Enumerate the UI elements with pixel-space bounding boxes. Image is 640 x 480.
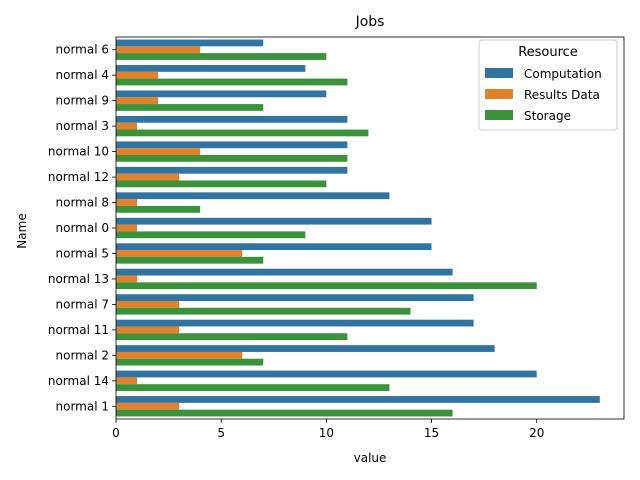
bar-storage-normal-6 bbox=[116, 53, 327, 60]
y-tick-label: normal 7 bbox=[56, 297, 110, 311]
bars-group bbox=[116, 39, 600, 417]
bar-storage-normal-0 bbox=[116, 231, 306, 239]
x-tick-label: 0 bbox=[112, 426, 120, 440]
y-tick-label: normal 13 bbox=[48, 272, 109, 286]
bar-computation-normal-6 bbox=[116, 39, 264, 47]
bar-storage-normal-14 bbox=[116, 384, 390, 391]
y-tick-label: normal 9 bbox=[56, 94, 110, 108]
bar-results-data-normal-8 bbox=[116, 199, 138, 206]
bar-storage-normal-3 bbox=[116, 129, 369, 137]
legend-label-storage: Storage bbox=[524, 109, 571, 123]
legend-swatch-computation bbox=[485, 68, 513, 78]
x-ticks: 0 5 10 15 20 bbox=[112, 419, 544, 440]
bar-results-data-normal-4 bbox=[116, 71, 159, 79]
bar-storage-normal-9 bbox=[116, 104, 264, 111]
y-axis-label: Name bbox=[15, 213, 29, 248]
legend-label-computation: Computation bbox=[524, 67, 602, 81]
y-tick-label: normal 6 bbox=[56, 43, 110, 57]
bar-computation-normal-14 bbox=[116, 370, 537, 378]
bar-results-data-normal-2 bbox=[116, 351, 243, 359]
y-tick-label: normal 8 bbox=[56, 196, 110, 210]
legend-title: Resource bbox=[518, 45, 578, 60]
bar-storage-normal-13 bbox=[116, 282, 537, 290]
y-tick-label: normal 2 bbox=[56, 348, 110, 362]
bar-storage-normal-1 bbox=[116, 409, 453, 417]
x-tick-label: 20 bbox=[529, 426, 544, 440]
bar-storage-normal-8 bbox=[116, 205, 201, 213]
bar-storage-normal-5 bbox=[116, 256, 264, 264]
bar-computation-normal-2 bbox=[116, 345, 495, 352]
bar-computation-normal-12 bbox=[116, 166, 348, 174]
bar-storage-normal-2 bbox=[116, 358, 264, 366]
legend-swatch-results-data bbox=[485, 89, 513, 99]
x-tick-label: 10 bbox=[319, 426, 334, 440]
bar-results-data-normal-1 bbox=[116, 402, 180, 410]
bar-computation-normal-11 bbox=[116, 319, 474, 327]
bar-computation-normal-13 bbox=[116, 268, 453, 276]
bar-results-data-normal-10 bbox=[116, 148, 201, 155]
y-ticks: normal 6 normal 4 normal 9 normal 3 normal 1… bbox=[48, 43, 116, 413]
bar-storage-normal-11 bbox=[116, 333, 348, 341]
y-tick-label: normal 4 bbox=[56, 68, 110, 82]
plot-frame bbox=[115, 36, 625, 420]
x-axis-label: value bbox=[354, 451, 387, 465]
bar-computation-normal-1 bbox=[116, 396, 600, 403]
bar-computation-normal-5 bbox=[116, 243, 432, 251]
bar-storage-normal-12 bbox=[116, 180, 327, 188]
bar-results-data-normal-7 bbox=[116, 301, 180, 308]
bar-results-data-normal-13 bbox=[116, 275, 138, 283]
bar-computation-normal-4 bbox=[116, 65, 306, 72]
bar-results-data-normal-0 bbox=[116, 224, 138, 232]
bar-computation-normal-3 bbox=[116, 115, 348, 123]
bar-computation-normal-10 bbox=[116, 141, 348, 149]
y-tick-label: normal 14 bbox=[48, 374, 109, 388]
bar-storage-normal-10 bbox=[116, 154, 348, 162]
bar-computation-normal-0 bbox=[116, 217, 432, 225]
bar-results-data-normal-14 bbox=[116, 377, 138, 385]
y-tick-label: normal 10 bbox=[48, 145, 109, 159]
bar-results-data-normal-11 bbox=[116, 326, 180, 334]
bar-results-data-normal-3 bbox=[116, 122, 138, 130]
bar-computation-normal-7 bbox=[116, 294, 474, 302]
y-tick-label: normal 3 bbox=[56, 119, 110, 133]
legend-label-results-data: Results Data bbox=[524, 88, 600, 102]
legend: Resource Computation Results Data Storage bbox=[478, 39, 618, 131]
x-tick-label: 15 bbox=[424, 426, 439, 440]
bar-storage-normal-7 bbox=[116, 307, 411, 315]
y-tick-label: normal 12 bbox=[48, 170, 109, 184]
bar-computation-normal-8 bbox=[116, 192, 390, 200]
bar-results-data-normal-6 bbox=[116, 46, 201, 54]
y-tick-label: normal 1 bbox=[56, 399, 110, 413]
bar-results-data-normal-12 bbox=[116, 173, 180, 181]
y-tick-label: normal 11 bbox=[48, 323, 109, 337]
chart-title: Jobs bbox=[355, 14, 385, 30]
legend-box bbox=[478, 39, 618, 131]
bar-results-data-normal-5 bbox=[116, 250, 243, 257]
bar-storage-normal-4 bbox=[116, 78, 348, 86]
bar-results-data-normal-9 bbox=[116, 97, 159, 105]
y-tick-label: normal 5 bbox=[56, 246, 110, 260]
x-tick-label: 5 bbox=[217, 426, 225, 440]
legend-swatch-storage bbox=[485, 110, 513, 120]
bar-computation-normal-9 bbox=[116, 90, 327, 98]
y-tick-label: normal 0 bbox=[56, 221, 110, 235]
